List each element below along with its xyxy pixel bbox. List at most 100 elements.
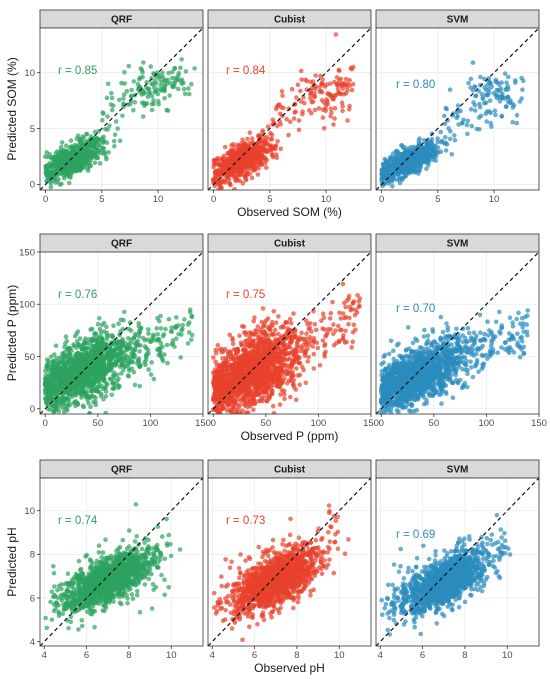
data-point — [176, 86, 181, 92]
data-point — [257, 151, 262, 156]
data-point — [232, 186, 237, 190]
data-point — [74, 363, 80, 369]
data-point — [112, 373, 117, 378]
data-point — [100, 336, 105, 341]
data-point — [93, 395, 98, 401]
data-point — [79, 155, 85, 160]
data-point — [477, 82, 483, 88]
panel-border — [207, 27, 372, 191]
data-point — [45, 357, 50, 363]
data-point — [160, 70, 165, 76]
data-point — [230, 142, 236, 147]
data-point — [435, 145, 441, 150]
data-point — [132, 333, 138, 339]
data-point — [72, 358, 78, 364]
data-point — [90, 344, 96, 349]
data-point — [233, 360, 238, 365]
data-point — [278, 360, 283, 366]
data-point — [272, 327, 278, 333]
data-point — [86, 362, 91, 367]
data-point — [396, 160, 402, 166]
data-point — [151, 376, 157, 382]
data-point — [56, 408, 61, 414]
data-point — [514, 120, 520, 126]
data-point — [65, 408, 70, 413]
data-point — [245, 136, 250, 142]
data-point — [55, 179, 60, 184]
data-point — [99, 391, 104, 397]
data-point — [508, 97, 513, 103]
data-point — [86, 378, 91, 383]
data-point — [135, 81, 141, 87]
one-to-one-line — [39, 251, 204, 415]
data-point — [304, 78, 310, 84]
data-point — [121, 367, 126, 373]
data-point — [163, 326, 168, 332]
data-point — [175, 77, 181, 82]
data-point — [251, 318, 256, 324]
data-point — [94, 342, 99, 348]
x-tick-label: 0 — [43, 194, 48, 205]
data-point — [164, 81, 170, 87]
x-tick-label: 150 — [195, 418, 211, 429]
data-point — [144, 80, 150, 85]
data-point — [269, 151, 275, 156]
data-point — [95, 321, 101, 327]
data-point — [338, 76, 344, 82]
data-point — [131, 107, 136, 113]
data-point — [461, 117, 466, 123]
data-point — [245, 399, 251, 405]
data-point — [479, 91, 485, 97]
data-point — [465, 131, 470, 137]
data-point — [421, 154, 427, 159]
data-point — [319, 98, 325, 103]
data-point — [162, 96, 167, 101]
data-point — [247, 342, 252, 348]
data-point — [63, 387, 69, 393]
data-point — [66, 180, 72, 186]
data-point — [259, 319, 265, 325]
facet-strip-label: QRF — [111, 239, 132, 250]
data-point — [336, 67, 342, 73]
data-point — [256, 162, 262, 168]
data-point — [247, 171, 253, 177]
data-point — [488, 110, 494, 116]
data-point — [472, 108, 478, 113]
data-point — [387, 168, 392, 173]
data-point — [110, 334, 116, 339]
data-point — [96, 347, 102, 353]
data-point — [318, 73, 323, 79]
data-point — [80, 368, 85, 374]
data-point — [165, 108, 171, 113]
data-point — [165, 360, 170, 366]
data-point — [270, 117, 276, 123]
data-point — [505, 94, 511, 100]
data-point — [47, 161, 52, 166]
data-point — [72, 387, 77, 393]
data-point — [146, 331, 151, 336]
data-point — [494, 80, 500, 85]
data-point — [151, 71, 156, 76]
data-point — [232, 155, 237, 160]
data-point — [268, 130, 273, 136]
data-point — [477, 127, 482, 132]
data-point — [298, 88, 303, 94]
data-point — [131, 79, 137, 84]
data-point — [443, 148, 449, 153]
data-point — [327, 81, 333, 86]
data-point — [99, 322, 105, 328]
data-point — [154, 326, 159, 331]
data-point — [274, 123, 280, 128]
data-point — [349, 66, 355, 72]
data-point — [294, 95, 299, 100]
data-point — [320, 107, 326, 112]
data-point — [433, 158, 439, 163]
data-point — [279, 89, 285, 94]
data-point — [78, 163, 83, 168]
data-point — [172, 65, 178, 71]
data-point — [169, 329, 175, 334]
x-tick-label: 10 — [489, 194, 500, 205]
data-point — [338, 91, 344, 97]
data-point — [473, 93, 478, 99]
y-tick-label: 150 — [19, 247, 35, 258]
